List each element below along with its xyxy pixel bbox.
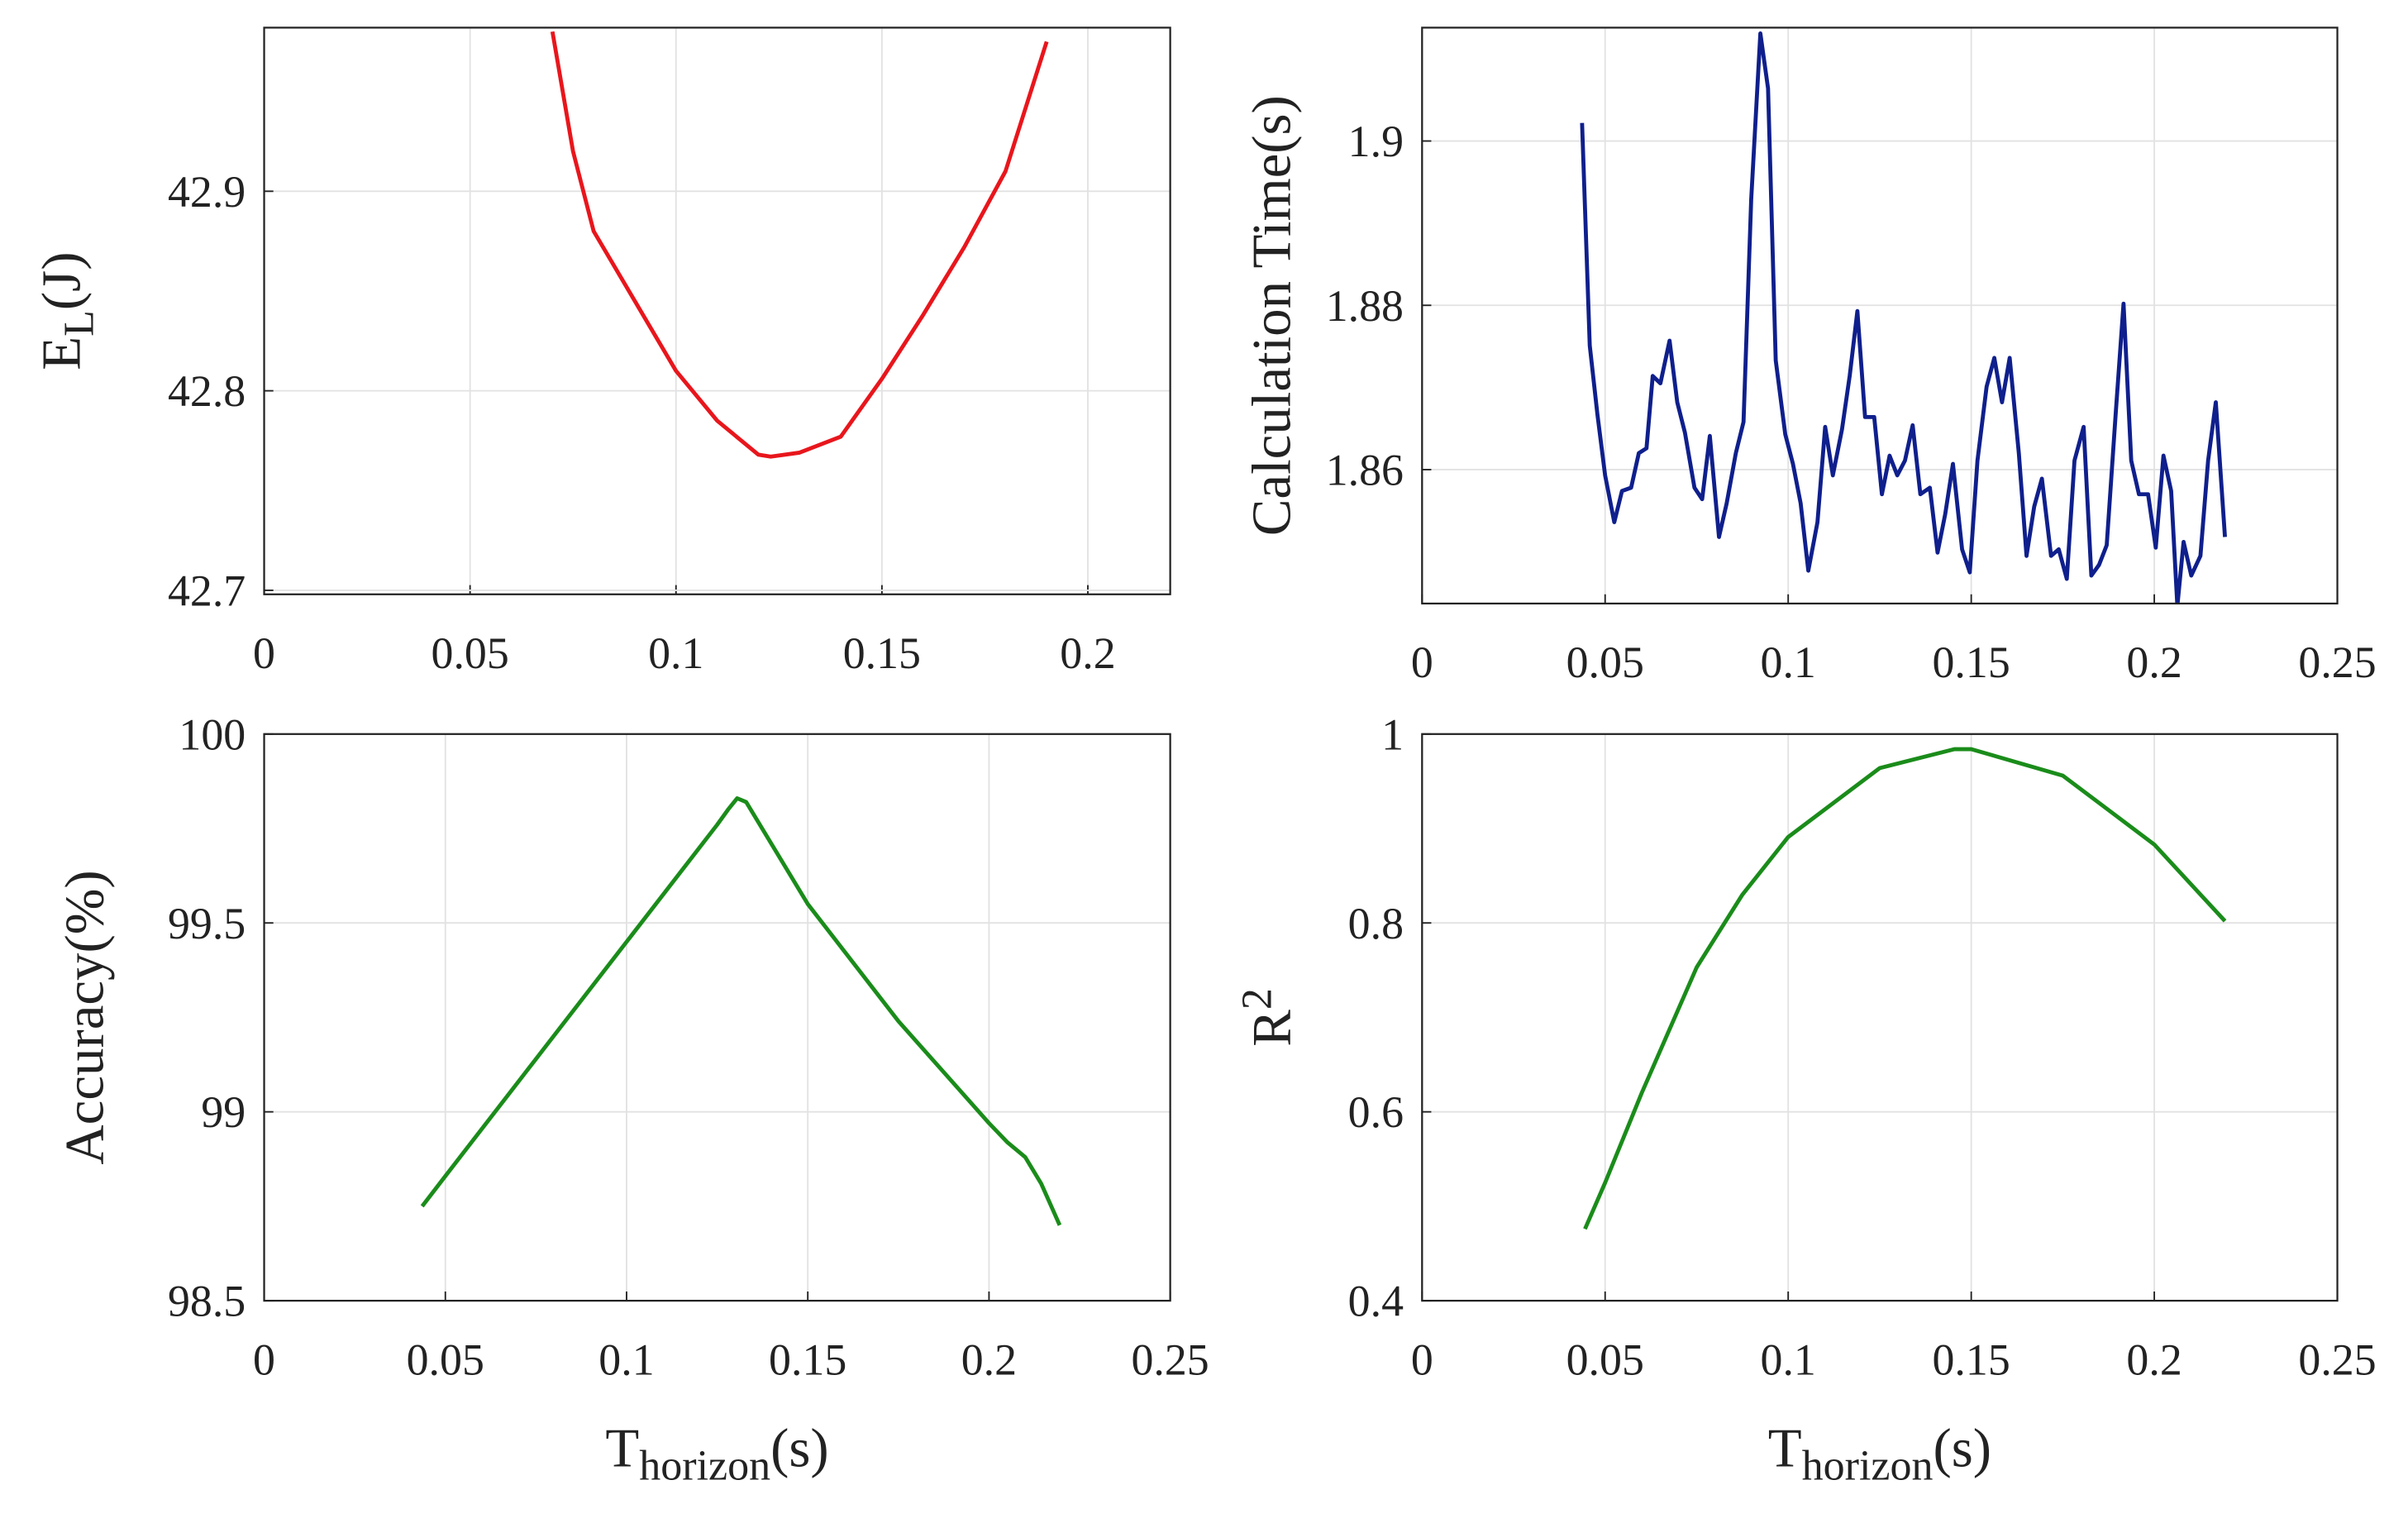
y-axis-label: Calculation Time(s) xyxy=(1242,95,1303,536)
subplot: 0 0.05 0.1 0.15 0.2 42.7 42.8 42.9 EL(J) xyxy=(31,26,1171,678)
x-tick-label: 0 xyxy=(253,628,275,678)
y-tick-label: 0.6 xyxy=(1348,1087,1404,1137)
x-tick-label: 0.1 xyxy=(598,1335,654,1384)
x-tick-label: 0.15 xyxy=(1933,637,2010,687)
x-tick-label: 0.1 xyxy=(1761,637,1816,687)
x-tick-label: 0.25 xyxy=(1131,1335,1209,1384)
x-tick-label: 0.2 xyxy=(2126,1335,2182,1384)
y-tick-label: 0.8 xyxy=(1348,899,1404,948)
y-tick-label: 1 xyxy=(1381,709,1404,759)
x-tick-label: 0.1 xyxy=(1761,1335,1816,1384)
subplot: 0 0.05 0.1 0.15 0.2 0.25 1.86 1.88 1.9 Calculatio… xyxy=(1242,26,2377,687)
y-tick-label: 98.5 xyxy=(168,1277,246,1326)
x-tick-label: 0.15 xyxy=(843,628,921,678)
y-tick-label: 1.86 xyxy=(1326,446,1404,495)
y-axis-label: Accuracy(%) xyxy=(54,870,115,1164)
data-line xyxy=(550,31,1049,459)
label-part: T xyxy=(1768,1418,1802,1479)
y-tick-label: 42.9 xyxy=(168,167,246,217)
x-tick-label: 0.2 xyxy=(1060,628,1115,678)
label-part: 2 xyxy=(1233,988,1280,1010)
x-tick-label: 0.05 xyxy=(432,628,509,678)
subplot: 0 0.05 0.1 0.15 0.2 0.25 98.5 99 99.5 100 Accuracy… xyxy=(54,709,1209,1489)
subplot: 0 0.05 0.1 0.15 0.2 0.25 0.4 0.6 0.8 1 R2 Thorizon(… xyxy=(1233,709,2377,1489)
y-tick-label: 99.5 xyxy=(168,899,246,948)
x-axis-label: Thorizon(s) xyxy=(1768,1418,1991,1490)
x-tick-label: 0.05 xyxy=(1566,1335,1644,1384)
y-axis-label: EL(J) xyxy=(31,252,103,370)
y-tick-label: 1.88 xyxy=(1326,281,1404,331)
x-tick-label: 0.15 xyxy=(1933,1335,2010,1384)
x-axis-label: Thorizon(s) xyxy=(605,1418,828,1490)
axes-box xyxy=(1421,733,2339,1302)
data-line xyxy=(1583,747,2227,1230)
y-axis-label: R2 xyxy=(1233,988,1302,1047)
label-part: E xyxy=(31,337,93,370)
data-line xyxy=(1580,31,2227,604)
label-part: (s) xyxy=(770,1418,829,1479)
label-part: L xyxy=(55,310,103,337)
y-tick-label: 100 xyxy=(179,709,246,759)
y-tick-label: 99 xyxy=(201,1087,246,1137)
data-line xyxy=(420,796,1062,1226)
x-tick-label: 0.2 xyxy=(961,1335,1017,1384)
label-part: T xyxy=(605,1418,639,1479)
label-part: (s) xyxy=(1933,1418,1991,1479)
x-tick-label: 0.05 xyxy=(1566,637,1644,687)
y-tick-label: 42.8 xyxy=(168,366,246,416)
axes-box xyxy=(263,733,1171,1302)
label-part: horizon xyxy=(639,1442,770,1489)
x-tick-label: 0 xyxy=(253,1335,275,1384)
label-part: R xyxy=(1242,1010,1303,1047)
x-tick-label: 0.05 xyxy=(407,1335,484,1384)
x-tick-label: 0.25 xyxy=(2298,637,2376,687)
x-tick-label: 0 xyxy=(1411,637,1433,687)
x-tick-label: 0 xyxy=(1411,1335,1433,1384)
x-tick-label: 0.2 xyxy=(2126,637,2182,687)
label-part: (J) xyxy=(31,252,93,311)
axes-box xyxy=(1421,26,2339,605)
y-tick-label: 0.4 xyxy=(1348,1277,1404,1326)
x-tick-label: 0.25 xyxy=(2298,1335,2376,1384)
y-tick-label: 42.7 xyxy=(168,566,246,616)
label-part: horizon xyxy=(1802,1442,1934,1489)
x-tick-label: 0.15 xyxy=(769,1335,846,1384)
axes-box xyxy=(263,26,1171,595)
x-tick-label: 0.1 xyxy=(648,628,703,678)
y-tick-label: 1.9 xyxy=(1348,117,1404,166)
